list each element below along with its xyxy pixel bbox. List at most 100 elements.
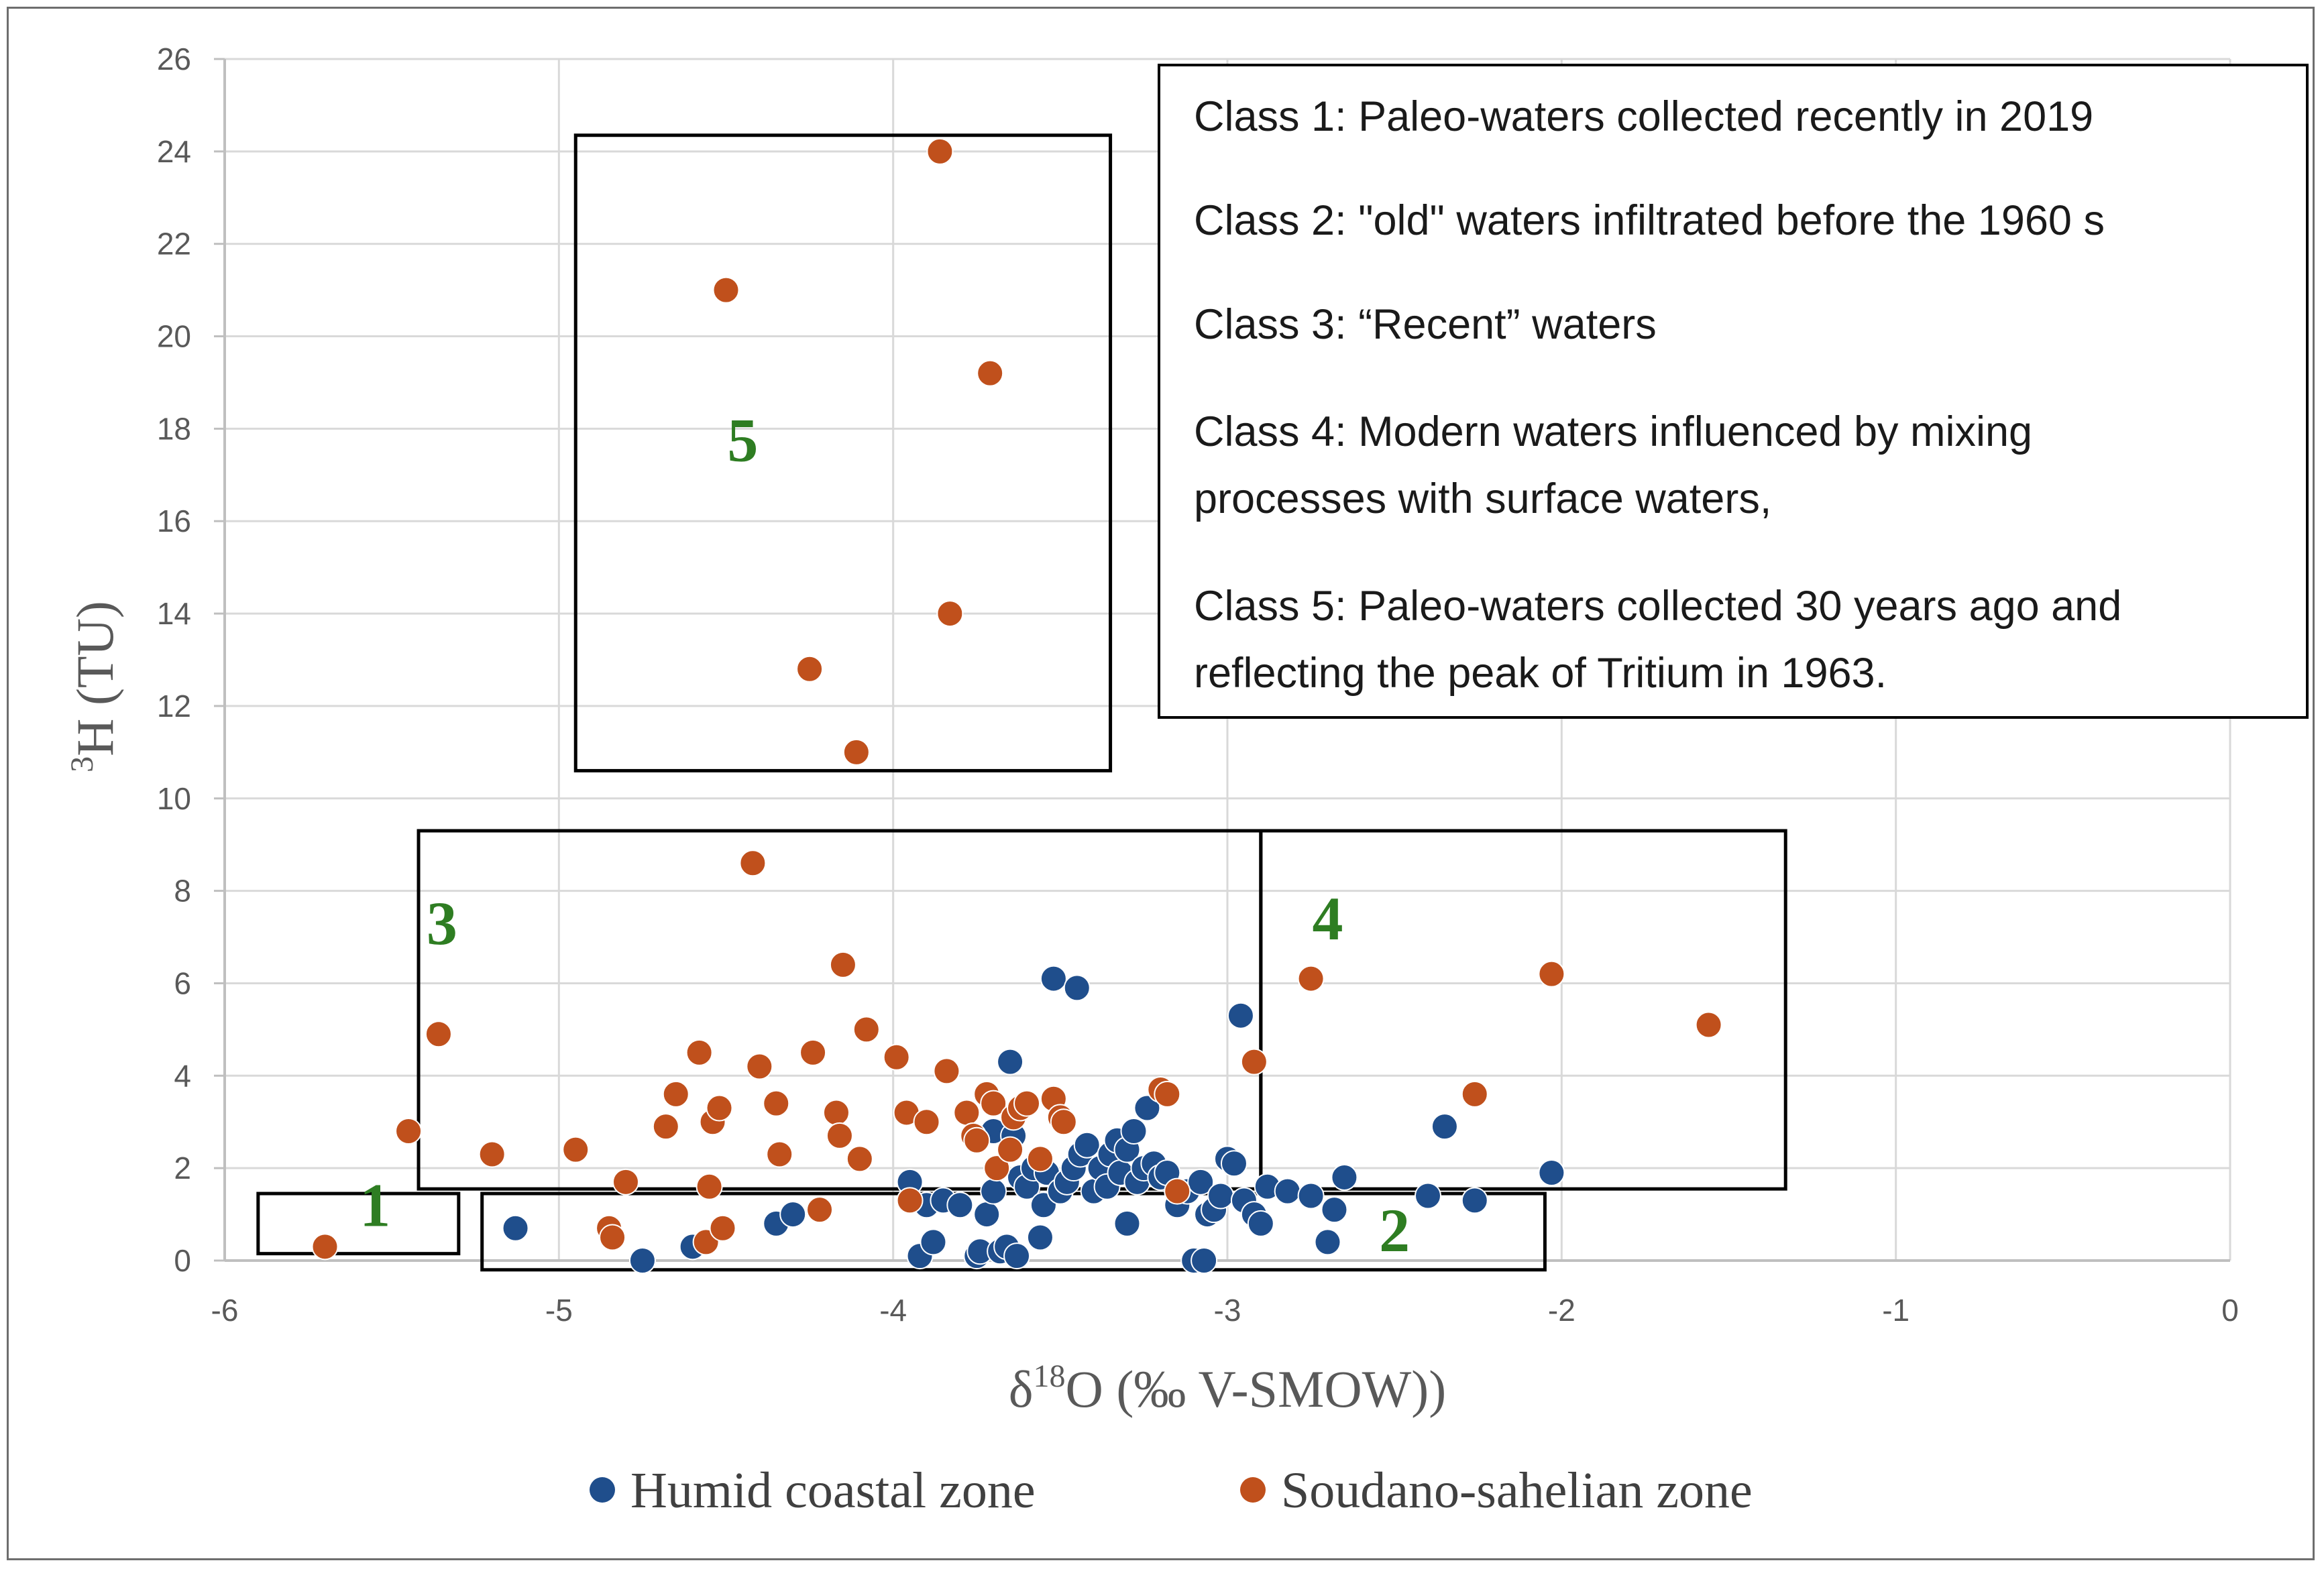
legend-marker (590, 1477, 615, 1503)
legend-label: Humid coastal zone (630, 1462, 1036, 1519)
data-point (1026, 1224, 1054, 1251)
y-tick-label: 4 (174, 1058, 191, 1093)
data-point (1461, 1080, 1488, 1108)
data-point (1133, 1094, 1161, 1122)
data-point (709, 1214, 736, 1242)
y-tick-label: 24 (157, 134, 191, 169)
x-tick-label: -4 (879, 1293, 907, 1328)
data-point (1538, 1159, 1565, 1187)
data-point (612, 1168, 639, 1196)
data-point (746, 1053, 773, 1080)
data-point (1297, 965, 1325, 992)
data-point (1220, 1150, 1248, 1177)
x-title-rest: O (‰ V-SMOW)) (1066, 1360, 1447, 1418)
data-point (997, 1048, 1024, 1075)
data-point (696, 1173, 723, 1200)
legend-label: Soudano-sahelian zone (1281, 1462, 1753, 1519)
data-point (662, 1080, 689, 1108)
class-label-4: 4 (1313, 884, 1343, 953)
y-tick-label: 12 (157, 689, 191, 723)
data-point (1461, 1187, 1488, 1214)
data-point (395, 1118, 423, 1145)
data-point (852, 1016, 880, 1043)
x-tick-label: -3 (1214, 1293, 1241, 1328)
data-point (829, 951, 856, 978)
data-point (933, 1057, 960, 1085)
data-point (936, 600, 964, 628)
data-point (846, 1145, 873, 1173)
data-points (311, 137, 1722, 1274)
data-point (973, 1201, 1001, 1228)
data-point (977, 359, 1004, 387)
data-point (1240, 1048, 1268, 1075)
annotation-line: Class 2: "old" waters infiltrated before… (1194, 197, 2105, 244)
x-axis-title: δ18O (‰ V-SMOW)) (1009, 1358, 1446, 1418)
data-point (1297, 1182, 1325, 1210)
data-point (946, 1191, 974, 1219)
data-point (920, 1228, 947, 1256)
data-point (763, 1090, 790, 1117)
x-tick-label: -1 (1882, 1293, 1910, 1328)
class-box-1 (256, 1191, 461, 1256)
series-soudano-sahelian (311, 137, 1722, 1261)
y-tick-label: 22 (157, 227, 191, 261)
annotation-line: Class 5: Paleo-waters collected 30 years… (1194, 583, 2121, 630)
y-tick-label: 16 (157, 504, 191, 538)
data-point (425, 1021, 452, 1048)
data-point (822, 1099, 850, 1126)
data-point (1247, 1210, 1274, 1237)
data-point (766, 1141, 793, 1168)
class-box-2 (480, 1191, 1547, 1272)
annotation-line: Class 3: “Recent” waters (1194, 301, 1657, 348)
series-humid-coastal (502, 965, 1565, 1274)
data-point (1415, 1182, 1441, 1210)
class-label-2: 2 (1379, 1196, 1410, 1265)
data-point (712, 276, 740, 304)
data-point (1207, 1182, 1235, 1210)
data-point (562, 1136, 590, 1163)
data-point (1073, 1131, 1101, 1159)
data-point (913, 1108, 940, 1136)
annotation-line: processes with surface waters, (1194, 475, 1771, 522)
y-tick-label: 26 (157, 42, 191, 76)
data-point (1154, 1080, 1181, 1108)
data-point (739, 850, 767, 877)
data-point (883, 1043, 910, 1071)
class-boxes: 1 2 3 4 5 (256, 133, 1787, 1272)
data-point (1695, 1011, 1722, 1039)
data-point (997, 1136, 1024, 1163)
y-title-rest: H (TU) (66, 601, 124, 756)
y-tick-label: 6 (174, 966, 191, 1000)
x-tick-label: -2 (1548, 1293, 1575, 1328)
x-tick-label: -5 (545, 1293, 573, 1328)
data-point (1431, 1113, 1458, 1141)
data-point (685, 1039, 713, 1066)
x-title-sup: 18 (1034, 1358, 1066, 1394)
data-point (796, 655, 824, 683)
data-point (926, 137, 954, 165)
data-point (502, 1214, 529, 1242)
data-point (1113, 1210, 1141, 1237)
data-point (1120, 1118, 1148, 1145)
class-box-5 (573, 133, 1113, 772)
data-point (896, 1187, 924, 1214)
data-point (842, 738, 870, 766)
data-point (652, 1113, 679, 1141)
class-label-1: 1 (359, 1171, 390, 1239)
data-point (1191, 1247, 1218, 1274)
data-point (1314, 1228, 1341, 1256)
y-axis-title: 3H (TU) (64, 601, 124, 772)
legend-marker (1240, 1477, 1266, 1503)
data-point (806, 1196, 834, 1224)
x-title-delta: δ (1009, 1360, 1034, 1418)
data-point (980, 1090, 1007, 1117)
x-tick-label: -6 (211, 1293, 239, 1328)
data-point (1274, 1177, 1301, 1205)
data-point (1331, 1163, 1358, 1191)
y-tick-label: 14 (157, 596, 191, 631)
data-point (1321, 1196, 1348, 1224)
data-point (826, 1122, 853, 1149)
class-label-3: 3 (427, 889, 457, 957)
